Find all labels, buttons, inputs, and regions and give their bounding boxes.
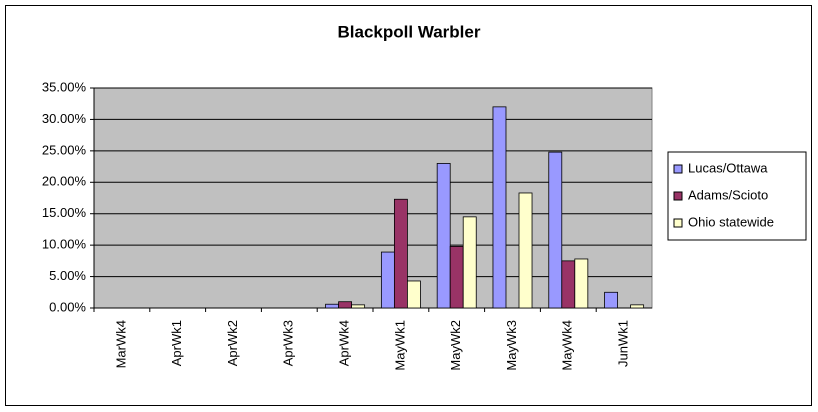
x-tick-label: AprWk2 (225, 320, 240, 366)
y-tick-label: 20.00% (42, 174, 87, 189)
bar (548, 151, 563, 309)
bar (604, 291, 618, 309)
chart-title: Blackpoll Warbler (338, 22, 481, 41)
x-tick-label: MayWk1 (392, 320, 407, 371)
x-tick-label: AprWk4 (337, 320, 352, 366)
y-tick-label: 30.00% (42, 111, 87, 126)
legend-box (667, 151, 807, 241)
bar (561, 260, 576, 309)
bar (518, 192, 533, 309)
bar (574, 258, 589, 309)
y-tick-label: 35.00% (42, 79, 87, 94)
legend-swatch (673, 218, 683, 228)
y-tick-label: 0.00% (49, 299, 86, 314)
bar (630, 304, 645, 309)
x-tick-label: AprWk3 (281, 320, 296, 366)
bar (436, 163, 451, 309)
y-tick-label: 25.00% (42, 142, 87, 157)
bar (380, 251, 395, 309)
x-tick-label: JunWk1 (616, 320, 631, 367)
x-tick-label: MarWk4 (113, 320, 128, 368)
bar (325, 303, 339, 309)
bar (492, 106, 507, 309)
bar (462, 216, 477, 309)
y-tick-label: 5.00% (49, 268, 86, 283)
bar (393, 198, 408, 309)
x-tick-label: MayWk4 (560, 320, 575, 371)
x-tick-label: AprWk1 (169, 320, 184, 366)
bar (407, 280, 421, 309)
bar (338, 301, 353, 309)
x-tick-label: MayWk3 (504, 320, 519, 371)
legend-label: Ohio statewide (688, 214, 774, 229)
y-tick-label: 15.00% (42, 205, 87, 220)
legend-label: Adams/Scioto (688, 187, 768, 202)
bar (449, 245, 464, 309)
legend-swatch (673, 191, 683, 201)
x-tick-label: MayWk2 (448, 320, 463, 371)
legend-swatch (673, 164, 683, 174)
legend-label: Lucas/Ottawa (688, 160, 768, 175)
y-tick-label: 10.00% (42, 237, 87, 252)
bar (351, 304, 366, 309)
